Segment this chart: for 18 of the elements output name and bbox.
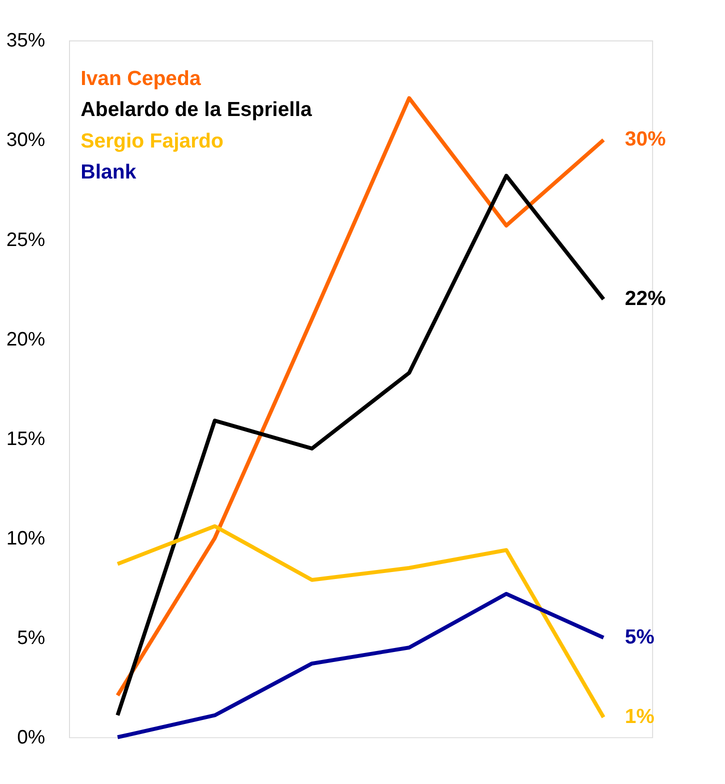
y-tick-label: 0% [17, 726, 46, 749]
y-tick-label: 30% [6, 129, 46, 152]
y-tick-label: 10% [6, 527, 46, 550]
y-tick-label: 15% [6, 428, 46, 450]
data-label: 22% [624, 288, 666, 310]
y-tick-label: 20% [6, 328, 46, 350]
text: Abelardo de la Espriella [80, 99, 312, 122]
data-label: 1% [624, 706, 654, 728]
data-label: 5% [624, 626, 654, 648]
line-series [116, 524, 606, 720]
y-tick-label: 5% [17, 626, 46, 649]
y-tick-label: 35% [6, 30, 46, 52]
text: Blank [80, 161, 137, 184]
text: Ivan Cepeda [80, 68, 202, 90]
y-tick-label: 25% [6, 228, 46, 251]
line-series [116, 592, 606, 740]
text: Sergio Fajardo [80, 130, 224, 152]
data-label: 30% [624, 128, 666, 151]
